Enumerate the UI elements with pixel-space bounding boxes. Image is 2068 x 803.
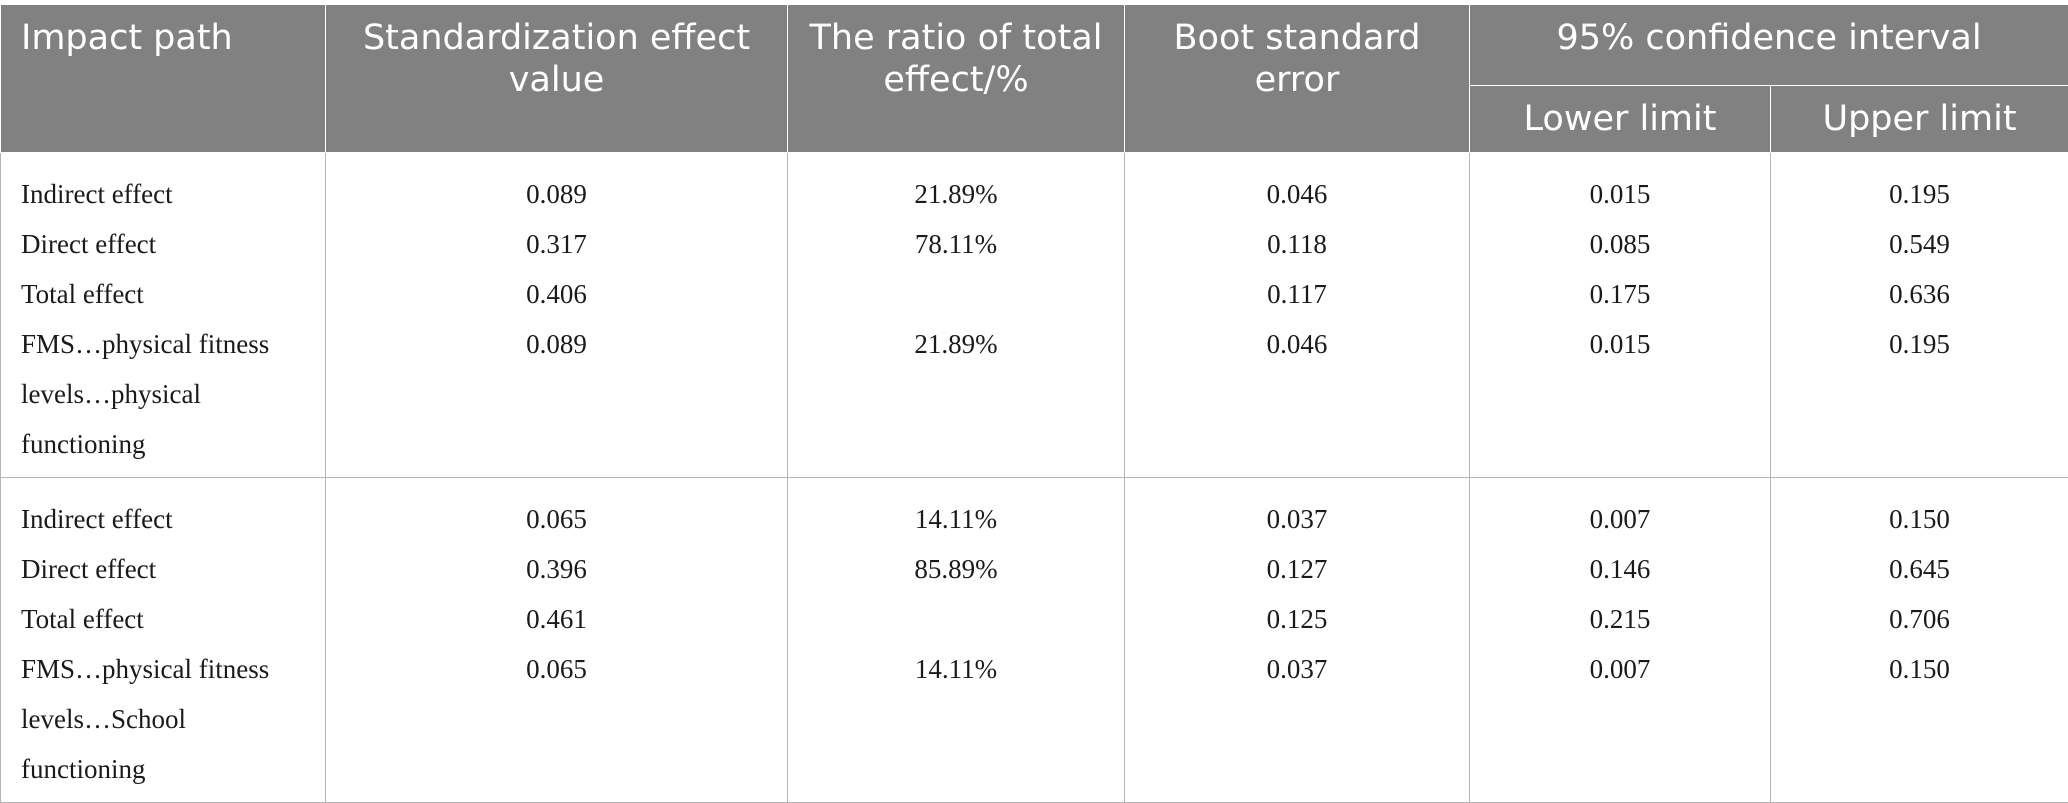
std-effect-cell: 0.065 <box>326 644 788 803</box>
table-row: Indirect effect 0.089 21.89% 0.046 0.015… <box>1 153 2068 220</box>
header-confidence-interval: 95% confidence interval <box>1470 5 2068 86</box>
boot-se-cell: 0.127 <box>1125 544 1470 594</box>
ratio-cell: 21.89% <box>788 153 1125 220</box>
ratio-cell <box>788 269 1125 319</box>
lower-limit-cell: 0.007 <box>1470 644 1771 803</box>
table-group-physical-functioning: Indirect effect 0.089 21.89% 0.046 0.015… <box>1 153 2068 478</box>
ratio-cell: 14.11% <box>788 644 1125 803</box>
upper-limit-cell: 0.645 <box>1771 544 2068 594</box>
boot-se-cell: 0.118 <box>1125 219 1470 269</box>
header-lower-limit: Lower limit <box>1470 86 1771 153</box>
lower-limit-cell: 0.085 <box>1470 219 1771 269</box>
ratio-cell <box>788 594 1125 644</box>
upper-limit-cell: 0.150 <box>1771 478 2068 545</box>
upper-limit-cell: 0.195 <box>1771 153 2068 220</box>
std-effect-cell: 0.317 <box>326 219 788 269</box>
std-effect-cell: 0.406 <box>326 269 788 319</box>
std-effect-cell: 0.396 <box>326 544 788 594</box>
table-row: Direct effect 0.317 78.11% 0.118 0.085 0… <box>1 219 2068 269</box>
ratio-cell: 21.89% <box>788 319 1125 478</box>
impact-path-cell: Direct effect <box>1 544 326 594</box>
table-row: Total effect 0.461 0.125 0.215 0.706 <box>1 594 2068 644</box>
std-effect-cell: 0.089 <box>326 153 788 220</box>
impact-path-cell: Indirect effect <box>1 153 326 220</box>
impact-path-cell: Direct effect <box>1 219 326 269</box>
upper-limit-cell: 0.195 <box>1771 319 2068 478</box>
table-row: Total effect 0.406 0.117 0.175 0.636 <box>1 269 2068 319</box>
header-upper-limit: Upper limit <box>1771 86 2068 153</box>
table-group-school-functioning: Indirect effect 0.065 14.11% 0.037 0.007… <box>1 478 2068 803</box>
impact-path-cell: Total effect <box>1 269 326 319</box>
ratio-cell: 14.11% <box>788 478 1125 545</box>
lower-limit-cell: 0.215 <box>1470 594 1771 644</box>
impact-path-cell: Indirect effect <box>1 478 326 545</box>
upper-limit-cell: 0.706 <box>1771 594 2068 644</box>
table-row: Direct effect 0.396 85.89% 0.127 0.146 0… <box>1 544 2068 594</box>
lower-limit-cell: 0.015 <box>1470 319 1771 478</box>
upper-limit-cell: 0.549 <box>1771 219 2068 269</box>
std-effect-cell: 0.065 <box>326 478 788 545</box>
lower-limit-cell: 0.146 <box>1470 544 1771 594</box>
impact-path-cell: Total effect <box>1 594 326 644</box>
boot-se-cell: 0.037 <box>1125 644 1470 803</box>
lower-limit-cell: 0.015 <box>1470 153 1771 220</box>
table-row: FMS…physical fitness levels…School funct… <box>1 644 2068 803</box>
lower-limit-cell: 0.175 <box>1470 269 1771 319</box>
upper-limit-cell: 0.636 <box>1771 269 2068 319</box>
lower-limit-cell: 0.007 <box>1470 478 1771 545</box>
std-effect-cell: 0.089 <box>326 319 788 478</box>
boot-se-cell: 0.046 <box>1125 319 1470 478</box>
table-row: Indirect effect 0.065 14.11% 0.037 0.007… <box>1 478 2068 545</box>
impact-path-cell: FMS…physical fitness levels…School funct… <box>1 644 326 803</box>
boot-se-cell: 0.046 <box>1125 153 1470 220</box>
boot-se-cell: 0.117 <box>1125 269 1470 319</box>
boot-se-cell: 0.125 <box>1125 594 1470 644</box>
upper-limit-cell: 0.150 <box>1771 644 2068 803</box>
boot-se-cell: 0.037 <box>1125 478 1470 545</box>
ratio-cell: 85.89% <box>788 544 1125 594</box>
header-impact-path: Impact path <box>1 5 326 153</box>
table-row: FMS…physical fitness levels…physical fun… <box>1 319 2068 478</box>
ratio-cell: 78.11% <box>788 219 1125 269</box>
std-effect-cell: 0.461 <box>326 594 788 644</box>
impact-path-cell: FMS…physical fitness levels…physical fun… <box>1 319 326 478</box>
